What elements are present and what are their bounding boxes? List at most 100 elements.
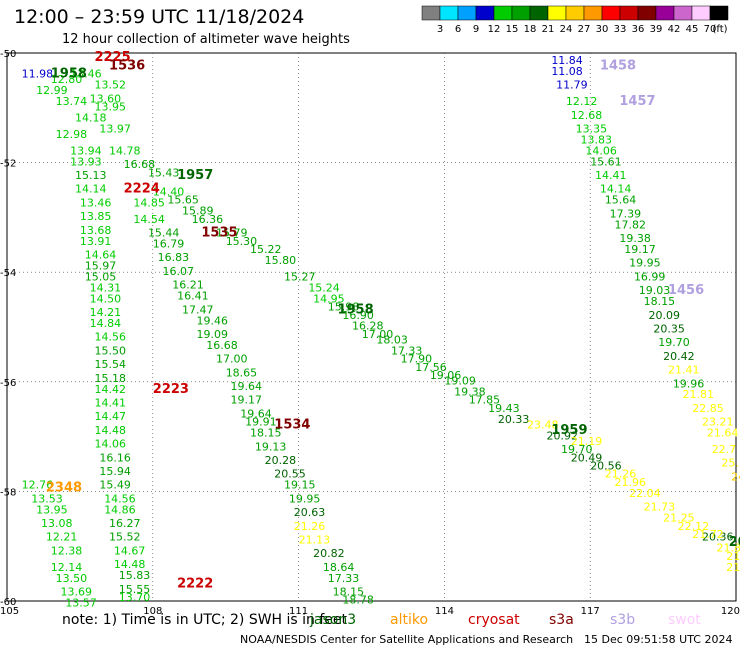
wave-height-value: 19.46 <box>197 314 229 327</box>
wave-height-value: 15.79 <box>216 227 248 240</box>
wave-height-value: 15.97 <box>85 259 117 272</box>
pass-label: 2223 <box>153 382 189 397</box>
wave-height-value: 14.48 <box>94 424 126 437</box>
wave-height-value: 19.15 <box>284 479 316 492</box>
wave-height-value: 15.22 <box>250 243 282 256</box>
wave-height-value: 19.13 <box>255 440 286 453</box>
pass-label: 2224 <box>124 182 160 197</box>
wave-height-value: 17.85 <box>469 394 501 407</box>
wave-height-value: 15.05 <box>85 270 117 283</box>
wave-height-value: 16.68 <box>206 339 238 352</box>
wave-height-value: 25. <box>721 457 739 470</box>
wave-height-value: 14.18 <box>75 112 107 125</box>
color-bar-label: 39 <box>650 24 663 35</box>
wave-height-value: 17.00 <box>216 353 248 366</box>
legend-item-swot: swot <box>668 612 701 628</box>
wave-height-value: 15.80 <box>265 254 297 267</box>
wave-height-value: 19.06 <box>430 369 462 382</box>
wave-height-value: 12.21 <box>46 531 78 544</box>
wave-height-value: 14.14 <box>75 183 107 196</box>
wave-height-value: 13.69 <box>60 586 92 599</box>
y-tick-label: -60 <box>0 597 16 608</box>
wave-height-value: 21. <box>726 561 740 574</box>
wave-height-value: 16.99 <box>634 270 666 283</box>
wave-height-value: 23.48 <box>527 418 559 431</box>
wave-height-value: 13.52 <box>94 79 126 92</box>
wave-height-value: 18.15 <box>250 427 282 440</box>
wave-height-value: 14.42 <box>94 383 126 396</box>
wave-height-value: 13.97 <box>99 122 131 135</box>
wave-height-value: 14.56 <box>104 492 136 505</box>
wave-height-value: 19.38 <box>454 386 486 399</box>
wave-height-value: 15.54 <box>94 358 126 371</box>
wave-height-value: 13.95 <box>36 503 68 516</box>
wave-height-value: 15.52 <box>109 531 141 544</box>
wave-height-value: 14.78 <box>109 144 141 157</box>
wave-height-value: 13.68 <box>80 224 112 237</box>
wave-height-value: 15.24 <box>308 281 340 294</box>
wave-height-value: 15.98 <box>328 301 360 314</box>
wave-height-value: 22.04 <box>629 487 661 500</box>
wave-height-value: 19.38 <box>619 232 651 245</box>
wave-height-value: 18.78 <box>342 594 374 607</box>
wave-height-value: 15.55 <box>119 583 151 596</box>
y-tick-label: -56 <box>0 378 16 389</box>
wave-height-value: 14.84 <box>90 317 122 330</box>
wave-height-value: 14.95 <box>313 292 345 305</box>
color-bar-label: 12 <box>488 24 501 35</box>
map-title: 12:00 – 23:59 UTC 11/18/2024 <box>14 6 305 28</box>
wave-height-value: 22.7 <box>712 443 737 456</box>
wave-height-value: 15.49 <box>99 479 131 492</box>
pass-label: 1958 <box>51 67 87 82</box>
x-tick-label: 105 <box>0 606 19 617</box>
wave-height-value: 21.72 <box>692 528 724 541</box>
wave-height-value: 21.26 <box>294 520 326 533</box>
wave-height-value: 13.91 <box>80 235 112 248</box>
pass-label: 1534 <box>274 417 310 432</box>
wave-height-value: 20.49 <box>571 451 603 464</box>
wave-height-value: 20.42 <box>663 350 695 363</box>
wave-height-value: 14.41 <box>94 396 126 409</box>
wave-height-value: 21.73 <box>644 501 676 514</box>
legend-item-jason3: jason3 <box>310 612 357 628</box>
color-bar-label: 3 <box>437 24 443 35</box>
wave-height-value: 19.09 <box>444 375 476 388</box>
wave-height-value: 14.06 <box>585 144 617 157</box>
wave-height-value: 13.74 <box>56 95 88 108</box>
legend-item-cryosat: cryosat <box>468 612 520 628</box>
wave-height-value: 12.38 <box>51 544 83 557</box>
pass-label: 1456 <box>668 283 704 298</box>
color-bar-label: 30 <box>596 24 609 35</box>
wave-height-value: 16.21 <box>172 279 204 292</box>
wave-height-value: 21.19 <box>571 435 603 448</box>
wave-height-value: 17.47 <box>182 303 214 316</box>
wave-height-value: 20.56 <box>590 459 622 472</box>
color-bar-label: 18 <box>524 24 537 35</box>
wave-height-value: 11.08 <box>551 65 583 78</box>
wave-height-value: 21.96 <box>615 476 647 489</box>
wave-height-value: 16.68 <box>124 158 156 171</box>
wave-height-value: 15.27 <box>284 270 316 283</box>
wave-height-value: 13.50 <box>56 572 88 585</box>
wave-height-value: 18.65 <box>226 366 258 379</box>
wave-height-value: 19.64 <box>231 380 263 393</box>
wave-height-value: 13.53 <box>31 492 63 505</box>
pass-label: 1535 <box>201 226 237 241</box>
legend-item-s3a: s3a <box>549 612 574 628</box>
wave-height-value: 13.08 <box>41 517 73 530</box>
wave-height-value: 24 <box>731 470 740 483</box>
wave-height-value: 16.27 <box>109 517 141 530</box>
wave-height-value: 19.95 <box>289 492 321 505</box>
map-subtitle: 12 hour collection of altimeter wave hei… <box>62 32 350 47</box>
wave-height-value: 19.43 <box>488 402 520 415</box>
pass-label: 2225 <box>94 50 130 65</box>
y-tick-label: -52 <box>0 159 16 170</box>
wave-height-value: 14.21 <box>90 306 122 319</box>
wave-height-value: 16.07 <box>163 265 195 278</box>
wave-height-value: 17.90 <box>401 353 433 366</box>
wave-height-value: 13.35 <box>576 122 608 135</box>
color-bar-label: 9 <box>473 24 479 35</box>
pass-label: 1536 <box>109 58 145 73</box>
wave-height-value: 19.17 <box>231 394 263 407</box>
wave-height-value: 19.70 <box>561 443 593 456</box>
